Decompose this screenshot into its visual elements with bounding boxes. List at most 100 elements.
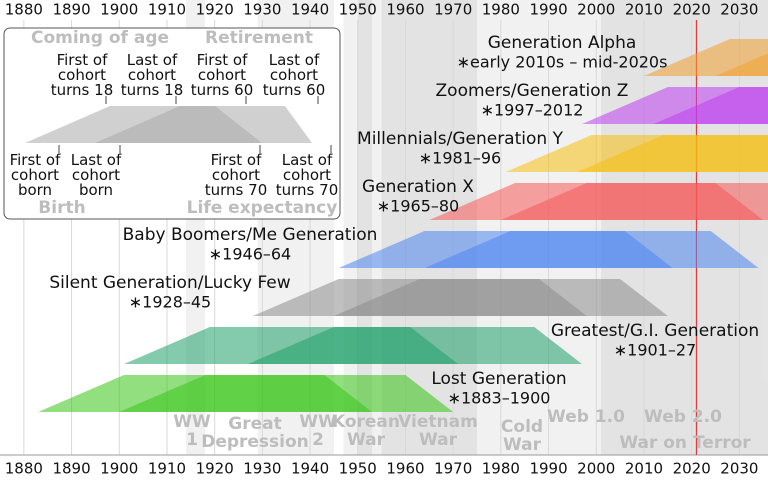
legend-marker-age: 60	[234, 81, 253, 99]
event-label: WW	[299, 412, 337, 432]
legend-marker-label: cohort	[270, 66, 318, 84]
legend-marker-label: turns 18	[51, 81, 114, 99]
legend-marker-age: 60	[306, 81, 325, 99]
generation-years: ∗1901–27	[614, 341, 696, 360]
legend-marker-text: cohort	[198, 66, 246, 84]
event-label: Depression	[201, 432, 309, 452]
generation-years: ∗1928–45	[129, 293, 211, 312]
legend-marker-text: Last of	[71, 151, 122, 169]
x-tick-label: 1880	[5, 1, 43, 19]
generation-name: Zoomers/Generation Z	[436, 81, 629, 101]
generation-cohort	[248, 327, 582, 364]
generation-name: Millennials/Generation Y	[357, 129, 564, 149]
legend-marker-text: Last of	[269, 51, 320, 69]
legend-marker-label: First of	[57, 51, 109, 69]
generation-years: ∗1981–96	[419, 149, 501, 168]
legend-marker-label: turns 18	[121, 81, 184, 99]
legend-marker-label: First of	[197, 51, 249, 69]
event-label: 2	[312, 430, 324, 450]
generation-years: ∗1946–64	[209, 245, 291, 264]
event-label: War	[419, 430, 458, 450]
legend-marker-label: cohort	[198, 66, 246, 84]
legend-marker-label: turns 60	[263, 81, 326, 99]
legend-marker-label: turns 70	[276, 181, 339, 199]
generation-cohort	[333, 279, 668, 316]
legend-shape	[95, 106, 312, 143]
legend-marker-label: Last of	[282, 151, 333, 169]
x-tick-label: 2010	[625, 460, 663, 478]
legend-marker-label: cohort	[128, 66, 176, 84]
event-label: Cold	[501, 417, 543, 437]
legend-marker-label: First of	[10, 151, 62, 169]
generation-name: Baby Boomers/Me Generation	[123, 225, 378, 245]
generation-cohort	[715, 53, 768, 76]
legend-marker-text: cohort	[11, 166, 59, 184]
legend-marker-text: First of	[57, 51, 109, 69]
legend-heading: Coming of age	[31, 28, 169, 48]
x-tick-label: 1920	[196, 460, 234, 478]
generation-name: Silent Generation/Lucky Few	[49, 273, 290, 293]
x-tick-label: 1880	[5, 460, 43, 478]
x-tick-label: 1930	[243, 1, 281, 19]
legend-marker-text: First of	[197, 51, 249, 69]
legend-marker-label: cohort	[283, 166, 331, 184]
x-tick-label: 1970	[434, 460, 472, 478]
event-label: Vietnam	[398, 412, 478, 432]
generation-years: ∗early 2010s – mid-2020s	[457, 53, 668, 72]
event-label: War	[347, 430, 386, 450]
x-tick-label: 1890	[52, 1, 90, 19]
legend-marker-text: cohort	[283, 166, 331, 184]
event-label: 1	[186, 430, 198, 450]
generation-years: ∗1997–2012	[481, 101, 584, 120]
legend-marker-label: born	[18, 181, 52, 199]
legend-marker-age: 70	[319, 181, 338, 199]
x-tick-label: 2020	[673, 460, 711, 478]
x-tick-label: 1890	[52, 460, 90, 478]
x-tick-label: 1900	[100, 460, 138, 478]
legend-marker-text: born	[18, 181, 52, 199]
event-label: Great	[228, 414, 281, 434]
legend-marker-text: turns	[191, 81, 230, 99]
generation-cohort	[500, 183, 768, 220]
generation-cohort	[119, 375, 454, 412]
legend-marker-text: turns	[276, 181, 315, 199]
legend-marker-text: turns	[121, 81, 160, 99]
x-tick-label: 1980	[482, 460, 520, 478]
x-tick-label: 1930	[243, 460, 281, 478]
event-label: Web 2.0	[644, 407, 722, 427]
x-tick-label: 1960	[386, 460, 424, 478]
event-label: War	[503, 435, 542, 455]
legend-marker-label: cohort	[72, 166, 120, 184]
x-tick-label: 1960	[386, 1, 424, 19]
legend-marker-age: 70	[248, 181, 267, 199]
legend-marker-text: born	[79, 181, 113, 199]
legend: Coming of age Retirement Birth Life expecta…	[3, 27, 341, 220]
legend-marker-label: born	[79, 181, 113, 199]
generation-cohort	[653, 87, 768, 124]
x-tick-label: 1940	[291, 460, 329, 478]
event-label: Korean	[332, 412, 400, 432]
legend-marker-label: Last of	[127, 51, 178, 69]
x-tick-label: 2010	[625, 1, 663, 19]
generation-cohort	[424, 231, 759, 268]
x-tick-label: 1980	[482, 1, 520, 19]
x-tick-label: 2000	[577, 1, 615, 19]
x-tick-label: 1920	[196, 1, 234, 19]
generation-cohort	[643, 39, 768, 76]
legend-marker-text: cohort	[270, 66, 318, 84]
legend-marker-label: First of	[211, 151, 263, 169]
legend-marker-age: 18	[94, 81, 113, 99]
legend-marker-text: cohort	[128, 66, 176, 84]
x-tick-label: 1910	[148, 1, 186, 19]
generation-years: ∗1965–80	[377, 197, 459, 216]
legend-marker-age: 18	[164, 81, 183, 99]
x-tick-label: 2000	[577, 460, 615, 478]
legend-heading: Retirement	[205, 28, 313, 48]
x-tick-label: 1990	[529, 1, 567, 19]
legend-marker-text: cohort	[58, 66, 106, 84]
x-tick-label: 2020	[673, 1, 711, 19]
legend-marker-text: cohort	[72, 166, 120, 184]
x-tick-label: 1950	[339, 1, 377, 19]
x-tick-label: 2030	[720, 1, 758, 19]
generation-name: Generation Alpha	[488, 33, 637, 53]
